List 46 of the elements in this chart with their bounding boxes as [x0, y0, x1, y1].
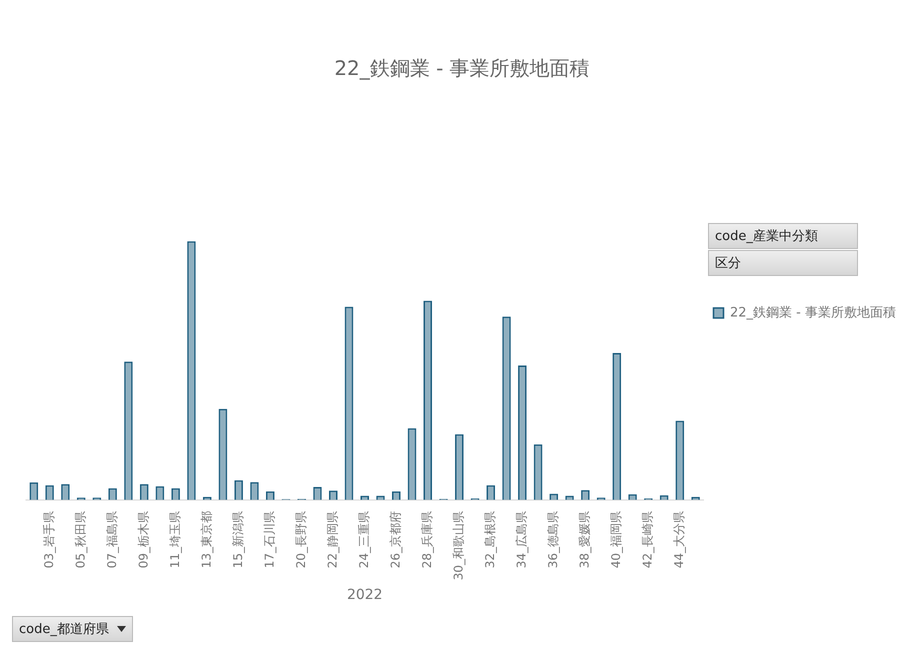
field-button: code_産業中分類: [708, 223, 858, 249]
x-tick-label: 36_徳島県: [546, 510, 560, 568]
bar: [676, 420, 684, 500]
bar: [344, 306, 354, 500]
x-tick-label: 28_兵庫県: [420, 510, 434, 568]
x-tick-label: 15_新潟県: [230, 510, 245, 568]
bar: [140, 484, 148, 500]
legend-label: 22_鉄鋼業 - 事業所敷地面積: [730, 305, 896, 320]
x-tick-label: 09_栃木県: [136, 510, 150, 568]
x-tick-label: 26_京都府: [388, 510, 402, 568]
x-tick-label: 05_秋田県: [73, 510, 88, 568]
bar: [408, 428, 416, 500]
field-button: 区分: [708, 250, 858, 276]
x-tick-label: 22_静岡県: [325, 510, 340, 568]
bar: [218, 408, 228, 500]
bar: [61, 484, 70, 500]
chart-title: 22_鉄鋼業 - 事業所敷地面積: [334, 56, 590, 80]
bar: [424, 300, 432, 500]
bar: [45, 485, 54, 500]
bar: [612, 353, 622, 500]
x-tick-label: 44_大分県: [672, 510, 686, 568]
bar: [486, 485, 496, 500]
bar: [250, 482, 259, 500]
x-tick-label: 42_長崎県: [640, 510, 654, 568]
x-tick-label: 32_島根県: [482, 510, 497, 568]
field-button: code_都道府県: [12, 616, 133, 642]
bar: [518, 365, 527, 500]
x-tick-label: 40_福岡県: [608, 510, 623, 568]
x-tick-label: 11_埼玉県: [168, 510, 182, 568]
bar: [455, 434, 464, 500]
bar: [30, 482, 38, 500]
bar: [234, 480, 243, 500]
x-tick-label: 13_東京都: [199, 510, 214, 568]
bar: [124, 362, 133, 500]
x-tick-label: 34_広島県: [514, 510, 528, 568]
bar: [502, 316, 511, 500]
bar: [187, 241, 196, 500]
x-axis-title: 2022: [346, 587, 383, 604]
x-tick-label: 30_和歌山県: [451, 510, 466, 580]
x-tick-label: 07_福島県: [104, 510, 119, 568]
x-tick-label: 20_長野県: [294, 510, 308, 568]
x-tick-label: 03_岩手県: [42, 510, 56, 568]
x-tick-label: 17_石川県: [262, 510, 276, 568]
x-tick-label: 38_愛媛県: [577, 510, 592, 568]
bar: [534, 444, 542, 500]
x-tick-label: 24_三重県: [356, 510, 371, 568]
